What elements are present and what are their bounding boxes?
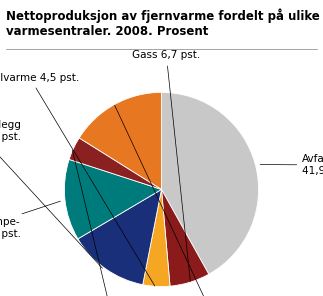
- Text: Avfallsforbrenning
41,9 pst.: Avfallsforbrenning 41,9 pst.: [260, 155, 323, 176]
- Wedge shape: [79, 92, 162, 189]
- Wedge shape: [162, 92, 259, 274]
- Text: Varmepumpe-
anlegg 13,5 pst.: Varmepumpe- anlegg 13,5 pst.: [0, 201, 60, 239]
- Wedge shape: [78, 189, 162, 285]
- Text: Oljekjeler 3,9 pst.: Oljekjeler 3,9 pst.: [67, 150, 159, 296]
- Wedge shape: [64, 160, 162, 239]
- Wedge shape: [143, 189, 170, 287]
- Text: Gass 6,7 pst.: Gass 6,7 pst.: [132, 50, 201, 281]
- Wedge shape: [69, 138, 162, 189]
- Wedge shape: [162, 189, 209, 286]
- Text: Nettoproduksjon av fjernvarme fordelt på ulike typer
varmesentraler. 2008. Prose: Nettoproduksjon av fjernvarme fordelt på…: [6, 9, 323, 38]
- Text: Spillvarme 4,5 pst.: Spillvarme 4,5 pst.: [0, 73, 155, 286]
- Text: Flisfyringsanlegg
13,4 pst.: Flisfyringsanlegg 13,4 pst.: [0, 120, 102, 268]
- Text: Elektrokjeler 16,1 pst.: Elektrokjeler 16,1 pst.: [115, 105, 273, 296]
